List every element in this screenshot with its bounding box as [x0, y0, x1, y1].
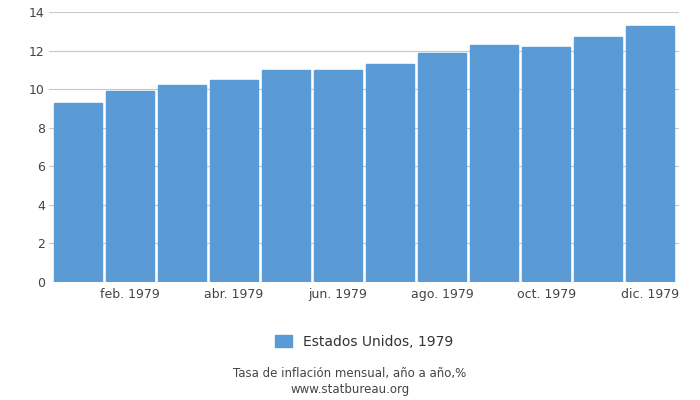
Bar: [418, 52, 466, 282]
Bar: [470, 45, 518, 282]
Bar: [262, 70, 310, 282]
Text: www.statbureau.org: www.statbureau.org: [290, 384, 410, 396]
Bar: [626, 26, 674, 282]
Bar: [106, 91, 154, 282]
Bar: [574, 37, 622, 282]
Bar: [158, 85, 206, 282]
Legend: Estados Unidos, 1979: Estados Unidos, 1979: [275, 335, 453, 349]
Bar: [210, 80, 258, 282]
Bar: [522, 47, 570, 282]
Bar: [366, 64, 414, 282]
Text: Tasa de inflación mensual, año a año,%: Tasa de inflación mensual, año a año,%: [233, 368, 467, 380]
Bar: [54, 103, 102, 282]
Bar: [314, 70, 362, 282]
